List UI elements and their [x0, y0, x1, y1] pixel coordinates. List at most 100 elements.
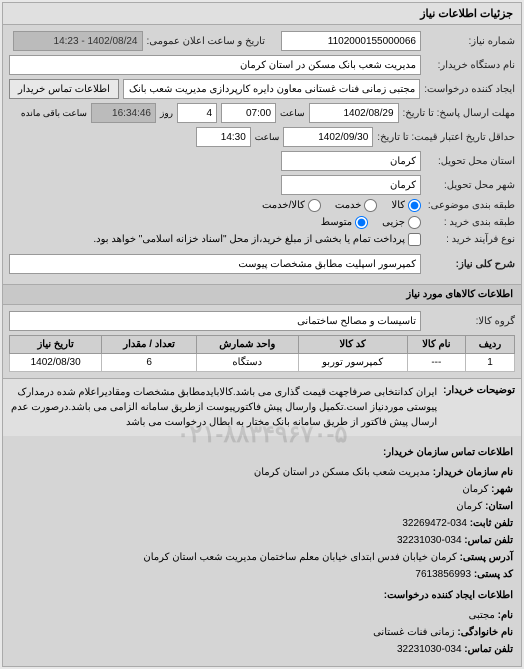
- process-checkbox-item[interactable]: پرداخت تمام یا بخشی از مبلغ خرید،از محل …: [93, 233, 421, 246]
- radio-small-input[interactable]: [408, 216, 421, 229]
- org-name-label: نام سازمان خریدار:: [433, 467, 513, 478]
- scale-radios: جزیی متوسط: [321, 216, 421, 229]
- radio-service[interactable]: خدمت: [335, 199, 378, 212]
- org-fax-row: تلفن تماس: 034-32231030: [11, 532, 513, 549]
- org-city-row: شهر: کرمان: [11, 481, 513, 498]
- creator-phone-label: تلفن تماس:: [464, 644, 513, 655]
- contact-info-button[interactable]: اطلاعات تماس خریدار: [9, 79, 119, 99]
- row-province: استان محل تحویل:: [9, 151, 515, 171]
- org-city-label: شهر:: [491, 484, 513, 495]
- org-phone: 034-32269472: [402, 518, 467, 529]
- creator-header: اطلاعات ایجاد کننده درخواست:: [11, 587, 513, 604]
- validity-date-input[interactable]: [283, 127, 373, 147]
- datetime-input: [13, 31, 143, 51]
- org-province: کرمان: [456, 501, 482, 512]
- deadline-date-input[interactable]: [309, 103, 399, 123]
- creator-name: مجتبی: [469, 610, 495, 621]
- org-city: کرمان: [462, 484, 488, 495]
- items-section-title: اطلاعات کالاهای مورد نیاز: [3, 284, 521, 305]
- request-no-input[interactable]: [281, 31, 421, 51]
- province-label: استان محل تحویل:: [425, 156, 515, 167]
- process-checkbox[interactable]: [408, 233, 421, 246]
- scale-label: طبقه بندی خرید :: [425, 217, 515, 228]
- description-label: توضیحات خریدار:: [443, 385, 515, 430]
- datetime-label: تاریخ و ساعت اعلان عمومی:: [147, 36, 266, 47]
- deadline-label: مهلت ارسال پاسخ: تا تاریخ:: [403, 108, 515, 119]
- col-row: ردیف: [465, 336, 514, 354]
- cell-unit: دستگاه: [196, 354, 298, 372]
- org-postal-label: کد پستی:: [474, 569, 513, 580]
- creator-family-row: نام خانوادگی: زمانی فنات غستانی: [11, 624, 513, 641]
- requester-input[interactable]: [123, 79, 420, 99]
- table-row[interactable]: 1 --- کمپرسور توربو دستگاه 6 1402/08/30: [10, 354, 515, 372]
- org-province-row: استان: کرمان: [11, 498, 513, 515]
- org-name: مدیریت شعب بانک مسکن در استان کرمان: [254, 467, 430, 478]
- creator-family: زمانی فنات غستانی: [373, 627, 455, 638]
- cell-name: ---: [407, 354, 465, 372]
- creator-family-label: نام خانوادگی:: [457, 627, 513, 638]
- group-input[interactable]: [9, 311, 421, 331]
- validity-time-input[interactable]: [196, 127, 251, 147]
- days-label: روز: [160, 108, 173, 119]
- org-postal: 7613856993: [415, 569, 471, 580]
- items-table-head: ردیف نام کالا کد کالا واحد شمارش تعداد /…: [10, 336, 515, 354]
- creator-phone: 034-32231030: [397, 644, 462, 655]
- org-province-label: استان:: [485, 501, 513, 512]
- radio-service-input[interactable]: [364, 199, 377, 212]
- org-header: اطلاعات تماس سازمان خریدار:: [11, 444, 513, 461]
- org-address: کرمان خیابان فدس ابتدای خیابان معلم ساخت…: [143, 552, 456, 563]
- time-label-2: ساعت: [255, 132, 280, 143]
- radio-goods[interactable]: کالا: [391, 199, 421, 212]
- radio-goods-input[interactable]: [408, 199, 421, 212]
- time-label-1: ساعت: [280, 108, 305, 119]
- description-text: ایران کدانتخابی صرفاجهت قیمت گذاری می با…: [9, 385, 437, 430]
- days-remain-input: [177, 103, 217, 123]
- summary-input[interactable]: [9, 254, 421, 274]
- province-input[interactable]: [281, 151, 421, 171]
- creator-name-row: نام: مجتبی: [11, 607, 513, 624]
- row-buyer: نام دستگاه خریدار:: [9, 55, 515, 75]
- creator-name-label: نام:: [498, 610, 513, 621]
- org-name-row: نام سازمان خریدار: مدیریت شعب بانک مسکن …: [11, 464, 513, 481]
- creator-phone-row: تلفن تماس: 034-32231030: [11, 641, 513, 658]
- row-group: گروه کالا:: [9, 311, 515, 331]
- description-block: توضیحات خریدار: ایران کدانتخابی صرفاجهت …: [3, 378, 521, 436]
- details-panel: جزئیات اطلاعات نیاز شماره نیاز: تاریخ و …: [2, 2, 522, 667]
- process-label: نوع فرآیند خرید :: [425, 234, 515, 245]
- summary-label: شرح کلی نیاز:: [425, 259, 515, 270]
- cell-qty: 6: [102, 354, 197, 372]
- items-area: گروه کالا: ردیف نام کالا کد کالا واحد شم…: [3, 305, 521, 378]
- radio-medium-input[interactable]: [355, 216, 368, 229]
- validity-label: حداقل تاریخ اعتبار قیمت: تا تاریخ:: [377, 132, 515, 143]
- buyer-name-input[interactable]: [9, 55, 421, 75]
- process-text: پرداخت تمام یا بخشی از مبلغ خرید،از محل …: [93, 234, 405, 245]
- row-category: طبقه بندی موضوعی: کالا خدمت کالا/خدمت: [9, 199, 515, 212]
- org-postal-row: کد پستی: 7613856993: [11, 566, 513, 583]
- radio-both-input[interactable]: [308, 199, 321, 212]
- time-remain-label: ساعت باقی مانده: [21, 108, 87, 119]
- radio-both[interactable]: کالا/خدمت: [262, 199, 321, 212]
- cell-row: 1: [465, 354, 514, 372]
- radio-both-label: کالا/خدمت: [262, 200, 305, 211]
- col-unit: واحد شمارش: [196, 336, 298, 354]
- radio-medium-label: متوسط: [321, 217, 352, 228]
- row-request-no: شماره نیاز: تاریخ و ساعت اعلان عمومی:: [9, 31, 515, 51]
- org-fax: 034-32231030: [397, 535, 462, 546]
- radio-small-label: جزیی: [382, 217, 405, 228]
- org-phone-label: تلفن ثابت:: [470, 518, 513, 529]
- request-no-label: شماره نیاز:: [425, 36, 515, 47]
- row-summary: شرح کلی نیاز:: [9, 254, 515, 274]
- requester-label: ایجاد کننده درخواست:: [424, 84, 515, 95]
- row-validity: حداقل تاریخ اعتبار قیمت: تا تاریخ: ساعت: [9, 127, 515, 147]
- radio-medium[interactable]: متوسط: [321, 216, 368, 229]
- contact-section: اطلاعات تماس سازمان خریدار: نام سازمان خ…: [3, 436, 521, 666]
- org-address-label: آدرس پستی:: [460, 552, 513, 563]
- panel-title: جزئیات اطلاعات نیاز: [3, 3, 521, 25]
- city-label: شهر محل تحویل:: [425, 180, 515, 191]
- org-fax-label: تلفن تماس:: [464, 535, 513, 546]
- city-input[interactable]: [281, 175, 421, 195]
- radio-small[interactable]: جزیی: [382, 216, 421, 229]
- category-radios: کالا خدمت کالا/خدمت: [262, 199, 421, 212]
- deadline-time-input[interactable]: [221, 103, 276, 123]
- row-deadline: مهلت ارسال پاسخ: تا تاریخ: ساعت روز ساعت…: [9, 103, 515, 123]
